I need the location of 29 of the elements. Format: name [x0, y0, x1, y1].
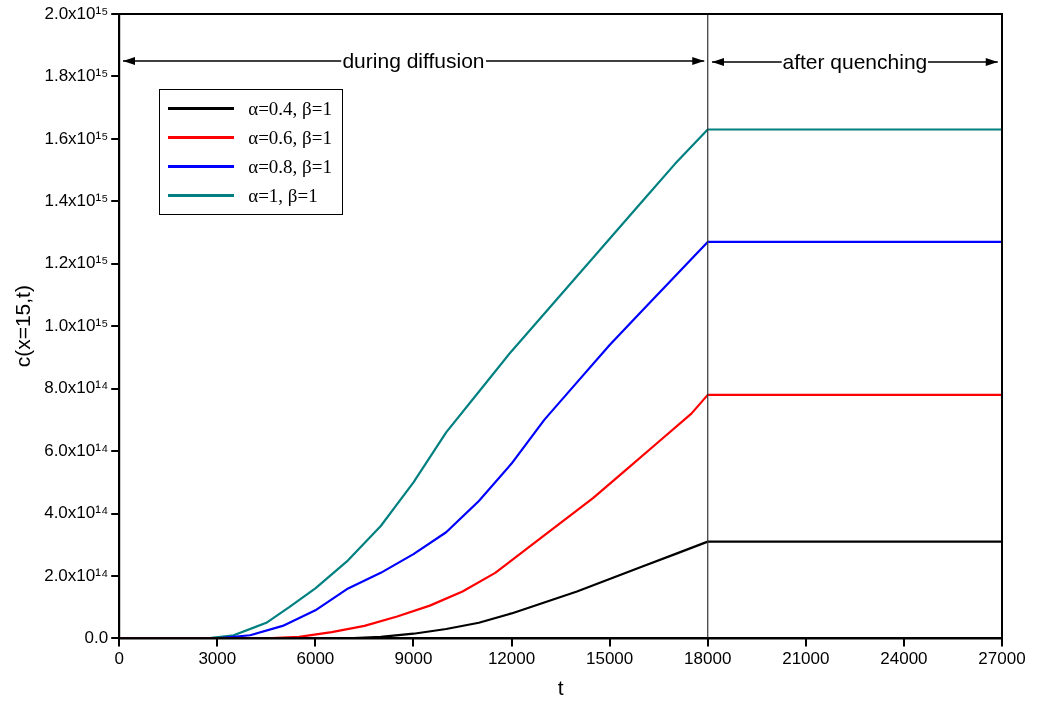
y-tick-label: 1.8x10¹⁵	[44, 66, 109, 86]
legend-label: α=0.4, β=1	[248, 97, 333, 120]
x-tick-label: 0	[114, 649, 124, 669]
x-tick-label: 9000	[394, 649, 433, 669]
x-tick-label: 21000	[782, 649, 830, 669]
y-tick-label: 2.0x10¹⁴	[44, 565, 109, 585]
x-axis-title: t	[557, 676, 564, 700]
y-tick-label: 4.0x10¹⁴	[44, 503, 109, 523]
annotation: after quenching	[781, 50, 929, 74]
x-tick-label: 6000	[296, 649, 335, 669]
legend-label: α=0.8, β=1	[248, 155, 333, 178]
y-tick-label: 1.4x10¹⁵	[44, 191, 109, 211]
y-tick-label: 8.0x10¹⁴	[44, 378, 109, 398]
y-tick-label: 1.6x10¹⁵	[44, 128, 109, 148]
y-tick-label: 1.0x10¹⁵	[44, 315, 109, 335]
x-tick-label: 18000	[684, 649, 732, 669]
x-tick-label: 24000	[880, 649, 928, 669]
y-tick-label: 6.0x10¹⁴	[44, 440, 109, 460]
annotation: during diffusion	[341, 48, 486, 73]
legend-label: α=1, β=1	[248, 184, 318, 207]
y-tick-label: 1.2x10¹⁵	[44, 253, 109, 273]
y-tick-label: 2.0x10¹⁵	[44, 3, 109, 23]
x-tick-label: 12000	[487, 649, 536, 669]
y-axis-title: c(x=15,t)	[11, 285, 35, 368]
x-tick-label: 27000	[978, 649, 1026, 669]
x-tick-label: 3000	[198, 649, 237, 669]
y-tick-label: 0.0	[84, 628, 109, 648]
legend-label: α=0.6, β=1	[248, 126, 333, 149]
x-tick-label: 15000	[586, 649, 634, 669]
